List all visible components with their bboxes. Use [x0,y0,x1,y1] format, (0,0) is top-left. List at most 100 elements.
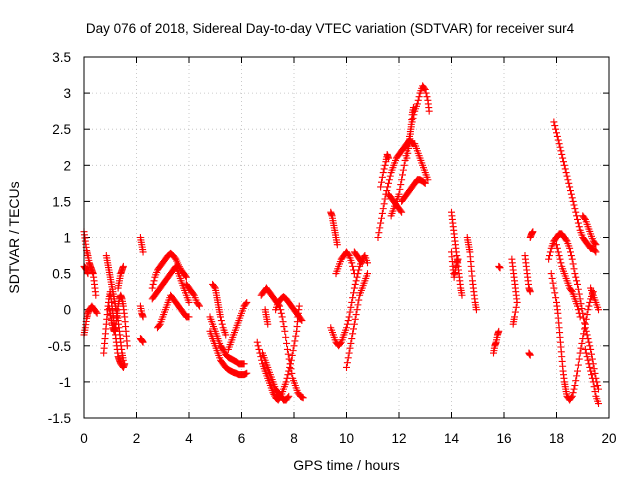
data-point [573,212,581,220]
x-tick-label: 14 [444,431,460,446]
data-point [353,273,361,281]
data-point [572,273,580,281]
data-point [93,309,101,317]
data-point [589,378,597,386]
data-point [243,298,251,306]
data-point [121,360,129,368]
series-arc-ak [463,234,480,314]
x-tick-label: 4 [185,431,193,446]
y-tick-label: 2 [63,158,71,173]
data-point [580,330,588,338]
data-point [218,320,226,328]
data-point [561,165,569,173]
data-point [297,315,305,323]
data-point [195,301,203,309]
data-point [284,371,292,379]
series-arc-u [257,284,307,402]
data-point [586,342,594,350]
data-point [344,317,352,325]
data-point [560,158,567,166]
data-point [347,303,355,311]
data-point [385,179,392,187]
data-point [357,258,365,266]
data-point [568,392,576,400]
series-arc-w [261,306,272,328]
data-point [592,241,600,249]
data-point [553,129,560,137]
data-point [591,388,599,396]
data-point [288,369,296,377]
data-point [285,355,293,363]
data-point [264,320,272,328]
data-point [295,302,303,310]
data-point [567,190,575,198]
data-point [289,347,297,355]
data-point [512,303,520,311]
data-point [385,176,393,184]
data-point [240,360,248,368]
data-point [570,201,578,209]
data-point [575,309,583,317]
data-point [424,176,432,184]
data-point [581,345,589,353]
data-point [585,302,593,310]
series-arc-a [80,228,100,299]
data-point [253,338,261,346]
axis-ticks: 0 2 4 6 8 10 12 14 16 18 20 -1.5 -1 -0.5 0 0.5 1 1.5 2 2.5 3… [48,50,617,446]
series-arc-t [259,349,293,404]
data-point [345,313,353,321]
data-point [381,161,389,169]
data-point [292,332,300,340]
data-point [557,259,565,267]
data-point [343,324,350,332]
data-point [588,350,595,358]
data-point [550,118,558,126]
data-point [567,286,575,294]
series-arc-v [272,293,306,325]
data-point [574,215,581,223]
data-point [422,89,430,97]
data-point [409,104,417,112]
data-point [381,195,389,203]
series-arc-aa [343,270,371,371]
data-point [171,254,179,262]
data-point [379,205,387,213]
series-arc-aq [525,349,534,359]
data-point [380,165,388,173]
data-point [567,394,575,402]
y-tick-label: 3 [63,86,71,101]
series-arc-ar [545,230,602,393]
data-point [352,311,360,319]
data-point [576,349,584,357]
series-arc-k [148,249,190,292]
data-point [570,265,578,273]
data-point [385,154,392,162]
data-point [509,320,517,328]
data-point [552,125,560,133]
data-point [287,365,295,373]
data-point [547,270,555,278]
data-point [150,277,158,285]
data-point [403,154,411,162]
y-tick-label: -1 [59,375,71,390]
data-point [581,214,588,222]
data-point [182,272,189,280]
data-point [574,280,581,288]
data-point [255,345,263,353]
y-axis-label: SDTVAR / TECUs [6,181,22,293]
data-point [283,339,291,347]
data-point [569,197,577,205]
data-point [378,178,385,186]
data-point [472,306,480,314]
data-point [398,176,406,184]
data-point [553,244,561,252]
y-tick-label: 1 [63,231,71,246]
data-point [574,361,582,369]
data-point [551,289,559,297]
data-point [588,374,596,382]
data-point [564,176,572,184]
data-point [553,241,560,249]
data-point [291,337,299,345]
series-arc-ag [398,176,429,205]
data-point [350,270,358,278]
